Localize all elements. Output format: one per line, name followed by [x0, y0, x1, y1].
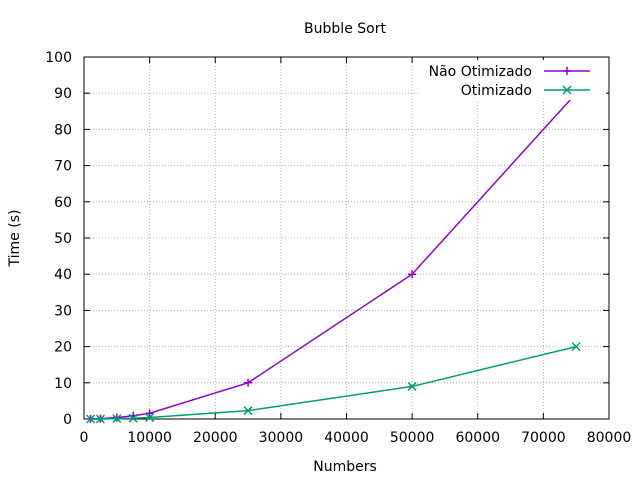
- x-tick-label: 80000: [587, 430, 632, 446]
- series-line-otimizado: [90, 345, 577, 420]
- y-tick-label: 70: [54, 159, 72, 175]
- data-point-nao-otimizado: [408, 270, 417, 279]
- x-tick-label: 50000: [390, 430, 435, 446]
- plot-frame: [83, 56, 610, 420]
- y-tick-label: 50: [54, 231, 72, 247]
- x-tick-label: 70000: [521, 430, 566, 446]
- series-nao-otimizado: [86, 89, 581, 423]
- series-otimizado: [86, 342, 581, 424]
- x-tick-label: 60000: [455, 430, 500, 446]
- y-tick-label: 60: [54, 195, 72, 211]
- y-tick-label: 80: [54, 122, 72, 138]
- x-tick-label: 20000: [193, 430, 238, 446]
- data-point-otimizado: [86, 414, 96, 424]
- x-tick-label: 40000: [324, 430, 369, 446]
- chart-title: Bubble Sort: [304, 21, 386, 37]
- axis-ticks: 0 10000 20000 30000 40000 50000 60000 70000 8000…: [45, 50, 631, 446]
- data-point-otimizado: [243, 406, 253, 416]
- data-point-nao-otimizado: [244, 378, 253, 387]
- data-point-otimizado: [128, 413, 138, 423]
- x-axis-label: Numbers: [313, 459, 377, 475]
- data-point-otimizado: [145, 413, 155, 423]
- series-line-nao-otimizado: [90, 92, 577, 420]
- grid-lines: [84, 57, 609, 419]
- x-tick-label: 10000: [127, 430, 172, 446]
- x-tick-label: 0: [80, 430, 89, 446]
- y-tick-label: 30: [54, 303, 72, 319]
- data-point-nao-otimizado: [145, 409, 154, 418]
- data-point-otimizado: [407, 381, 417, 391]
- x-tick-label: 30000: [259, 430, 304, 446]
- series-layer: [86, 89, 581, 424]
- data-point-otimizado: [571, 342, 581, 352]
- y-axis-label: Time (s): [7, 210, 23, 268]
- data-point-otimizado: [112, 414, 122, 424]
- legend: Não Otimizado Otimizado: [420, 60, 606, 100]
- y-tick-label: 40: [54, 267, 72, 283]
- legend-marker-otimizado: [562, 85, 572, 95]
- legend-background: [420, 60, 606, 100]
- data-point-nao-otimizado: [112, 413, 121, 422]
- legend-marker-nao-otimizado: [563, 67, 571, 75]
- data-point-otimizado: [95, 414, 105, 424]
- y-tick-label: 100: [45, 50, 72, 66]
- y-tick-label: 90: [54, 86, 72, 102]
- y-tick-label: 20: [54, 340, 72, 356]
- legend-label-otimizado: Otimizado: [461, 83, 532, 99]
- y-tick-label: 10: [54, 376, 72, 392]
- legend-label-nao-otimizado: Não Otimizado: [429, 64, 532, 80]
- y-tick-label: 0: [63, 412, 72, 428]
